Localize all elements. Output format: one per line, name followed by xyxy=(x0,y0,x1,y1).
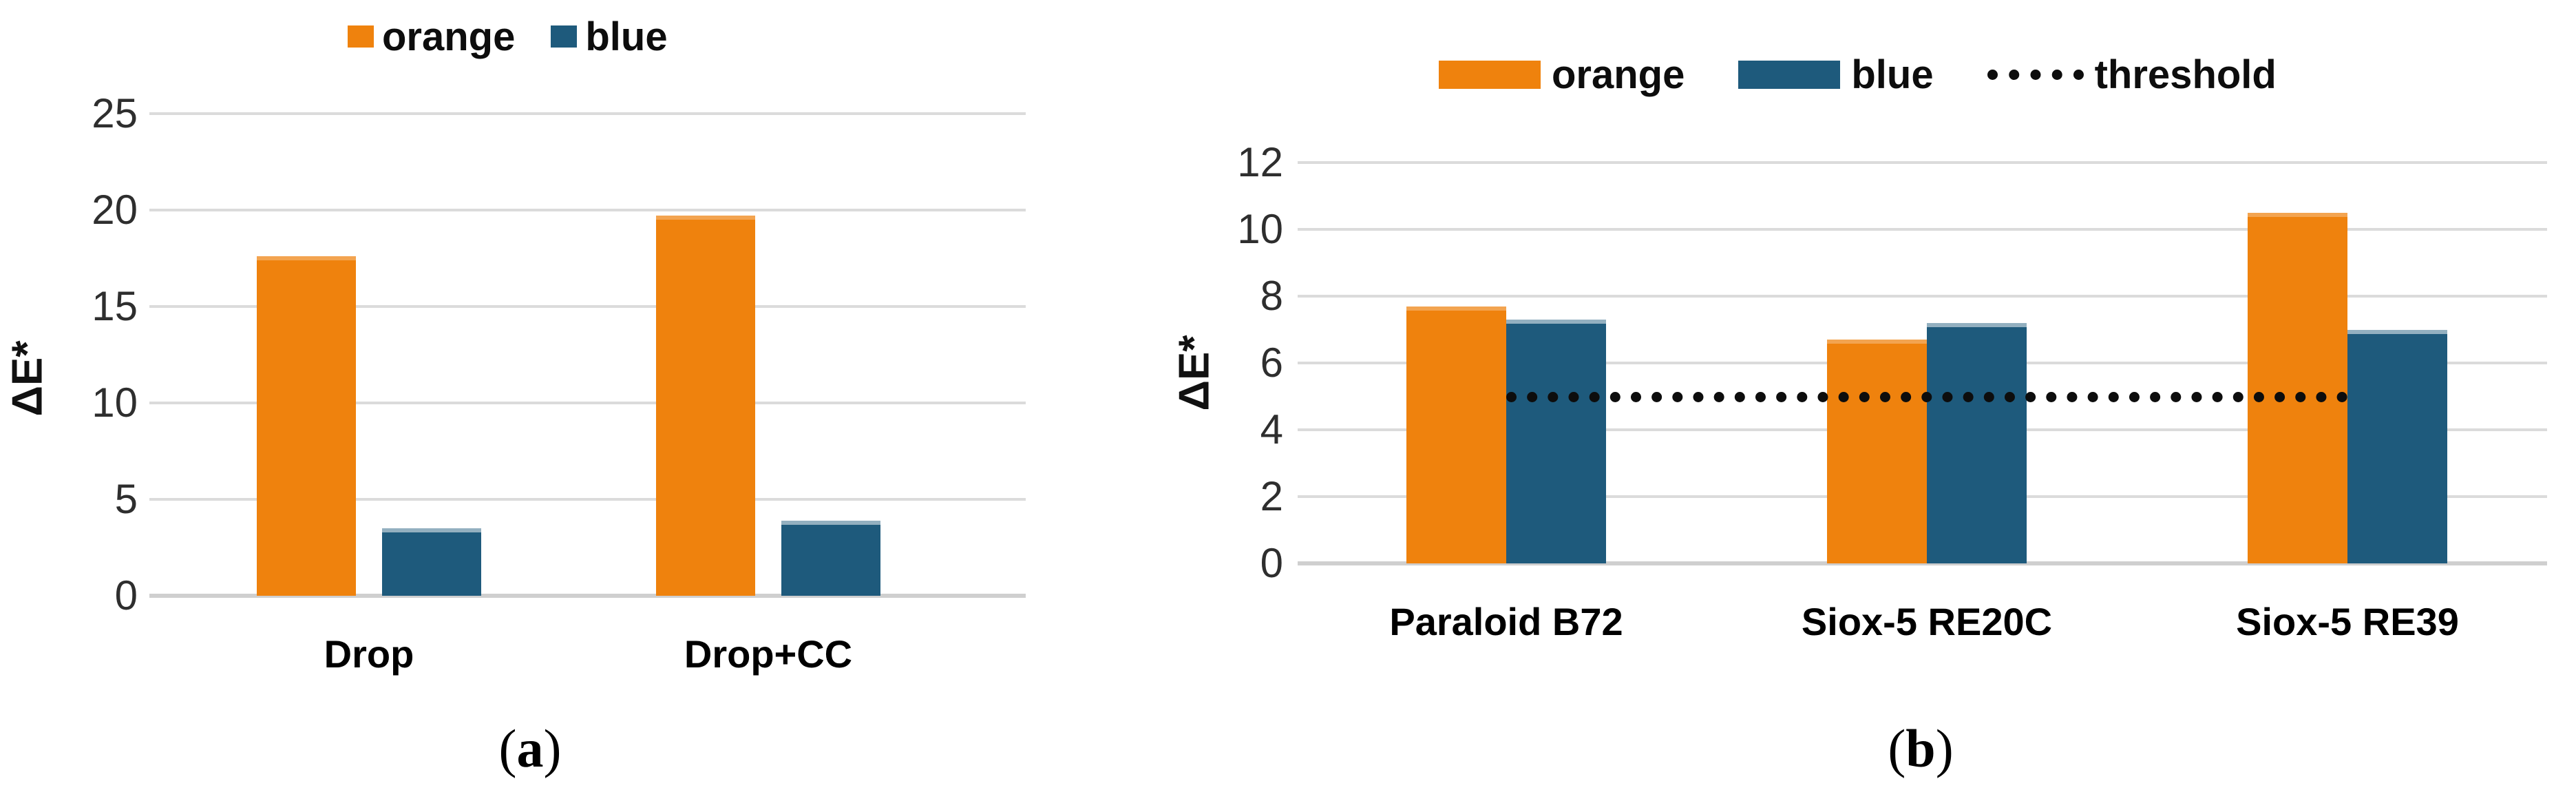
bar-blue-paraloid-b72 xyxy=(1506,319,1606,563)
bar-orange-paraloid-b72 xyxy=(1406,306,1506,563)
legend-label-blue: blue xyxy=(1851,52,1934,97)
x-label-drop: Drop xyxy=(324,632,414,676)
caption-a-close: ) xyxy=(543,718,562,778)
gridline-y-15 xyxy=(149,305,1026,308)
legend-item-orange: orange xyxy=(348,14,515,60)
y-tick-label-0: 0 xyxy=(114,572,138,619)
x-label-paraloid-b72: Paraloid B72 xyxy=(1389,600,1623,643)
bar-orange-drop xyxy=(257,256,356,596)
caption-b: (b) xyxy=(1810,718,2031,780)
bar-orange-siox-5-re39 xyxy=(2248,212,2347,563)
gridline-y-10 xyxy=(149,402,1026,404)
y-tick-label-25: 25 xyxy=(92,90,138,136)
bar-orange-siox-5-re20c xyxy=(1827,340,1927,563)
gridline-y-20 xyxy=(149,209,1026,211)
x-label-siox-5-re39: Siox-5 RE39 xyxy=(2236,600,2459,643)
y-tick-label-20: 20 xyxy=(92,187,138,233)
bar-blue-siox-5-re20c xyxy=(1927,322,2027,563)
bar-blue-drop xyxy=(382,528,481,596)
gridline-y-0 xyxy=(149,594,1026,598)
y-tick-label-10: 10 xyxy=(92,380,138,426)
legend-label-threshold: threshold xyxy=(2094,52,2277,97)
legend-chart-a: orange blue xyxy=(348,14,704,59)
legend-label-orange: orange xyxy=(1552,52,1685,97)
plot-area-a xyxy=(149,112,1026,598)
legend-swatch-orange xyxy=(1439,60,1541,89)
y-tick-label-2: 2 xyxy=(1260,473,1283,519)
gridline-y-10 xyxy=(1298,228,2547,231)
y-tick-label-4: 4 xyxy=(1260,406,1283,453)
gridline-y-25 xyxy=(149,112,1026,115)
y-tick-label-15: 15 xyxy=(92,283,138,329)
plot-area-b xyxy=(1298,161,2547,565)
bar-blue-siox-5-re39 xyxy=(2347,329,2447,563)
x-label-siox-5-re20c: Siox-5 RE20C xyxy=(1801,600,2053,643)
legend-swatch-blue xyxy=(1738,60,1841,89)
y-tick-label-12: 12 xyxy=(1237,139,1283,185)
y-tick-label-6: 6 xyxy=(1260,340,1283,386)
x-label-drop-cc: Drop+CC xyxy=(684,632,853,676)
legend-swatch-blue xyxy=(551,25,578,48)
threshold-line xyxy=(1506,391,2347,402)
gridline-y-0 xyxy=(1298,561,2547,565)
caption-b-open: ( xyxy=(1888,718,1906,778)
legend-item-orange: orange xyxy=(1439,52,1685,98)
caption-a: (a) xyxy=(420,718,640,780)
bar-orange-drop-cc xyxy=(656,216,755,596)
gridline-y-12 xyxy=(1298,161,2547,164)
legend-item-blue: blue xyxy=(551,14,668,60)
legend-swatch-threshold-dotted-line xyxy=(1987,69,2084,80)
bar-blue-drop-cc xyxy=(781,520,880,596)
legend-item-threshold: threshold xyxy=(1987,52,2277,98)
legend-item-blue: blue xyxy=(1738,52,1934,98)
caption-b-close: ) xyxy=(1935,718,1954,778)
y-tick-label-5: 5 xyxy=(114,476,138,522)
y-tick-label-8: 8 xyxy=(1260,273,1283,319)
legend-label-blue: blue xyxy=(585,14,668,59)
legend-swatch-orange xyxy=(348,25,374,48)
caption-a-open: ( xyxy=(498,718,517,778)
legend-chart-b: orange blue threshold xyxy=(1439,52,2330,98)
gridline-y-8 xyxy=(1298,295,2547,298)
gridline-y-5 xyxy=(149,498,1026,501)
caption-a-letter: a xyxy=(516,718,544,778)
legend-label-orange: orange xyxy=(382,14,516,59)
y-tick-label-10: 10 xyxy=(1237,206,1283,252)
caption-b-letter: b xyxy=(1905,718,1936,778)
y-tick-label-0: 0 xyxy=(1260,540,1283,586)
